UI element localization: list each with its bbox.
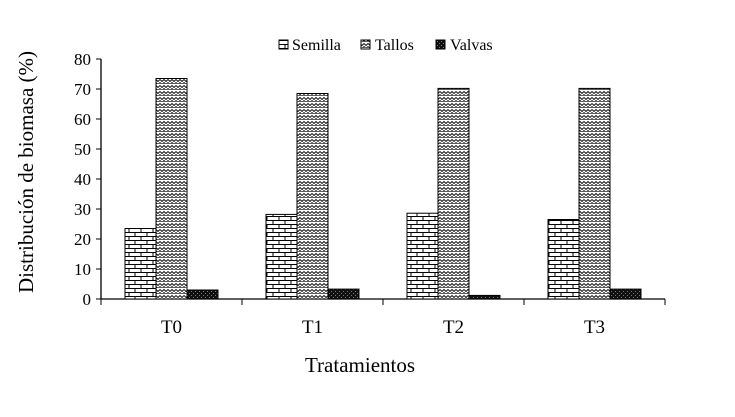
y-tick-label: 40 — [74, 170, 91, 189]
y-tick-label: 50 — [74, 140, 91, 159]
bar-tallos-t3 — [578, 87, 611, 300]
x-axis-title: Tratamientos — [305, 353, 415, 377]
bar-tallos-t0 — [155, 78, 188, 300]
x-tick-label: T1 — [302, 317, 323, 338]
x-tick-label: T0 — [161, 317, 182, 338]
legend-swatch-tallos — [360, 39, 371, 50]
bar-semilla-t2 — [406, 212, 439, 300]
bar-semilla-t3 — [547, 219, 580, 300]
bar-semilla-t1 — [265, 213, 298, 300]
bar-tallos-t2 — [437, 87, 470, 300]
y-axis-title: Distribución de biomasa (%) — [14, 51, 38, 293]
x-tick-label: T2 — [443, 317, 464, 338]
bar-valvas-t3 — [609, 288, 642, 300]
y-tick-label: 0 — [83, 290, 92, 309]
legend-label-tallos: Tallos — [375, 37, 414, 54]
y-tick-label: 80 — [74, 50, 91, 69]
y-axis: 0 10 20 30 40 50 60 70 80 — [74, 50, 102, 309]
bar-valvas-t1 — [327, 288, 360, 300]
bars — [124, 78, 642, 300]
y-tick-label: 70 — [74, 80, 91, 99]
y-tick-label: 60 — [74, 110, 91, 129]
legend-swatch-valvas — [435, 39, 446, 50]
legend-label-semilla: Semilla — [292, 37, 341, 54]
bar-tallos-t1 — [296, 93, 329, 300]
legend-label-valvas: Valvas — [450, 37, 493, 54]
bar-semilla-t0 — [124, 228, 157, 300]
y-tick-label: 20 — [74, 230, 91, 249]
legend-swatch-semilla — [278, 39, 289, 50]
bar-valvas-t2 — [468, 294, 501, 300]
bar-valvas-t0 — [186, 289, 219, 300]
y-tick-label: 30 — [74, 200, 91, 219]
y-tick-label: 10 — [74, 260, 91, 279]
x-axis: T0 T1 T2 T3 — [100, 298, 666, 338]
x-tick-label: T3 — [584, 317, 605, 338]
legend: Semilla Tallos Valvas — [278, 37, 493, 54]
